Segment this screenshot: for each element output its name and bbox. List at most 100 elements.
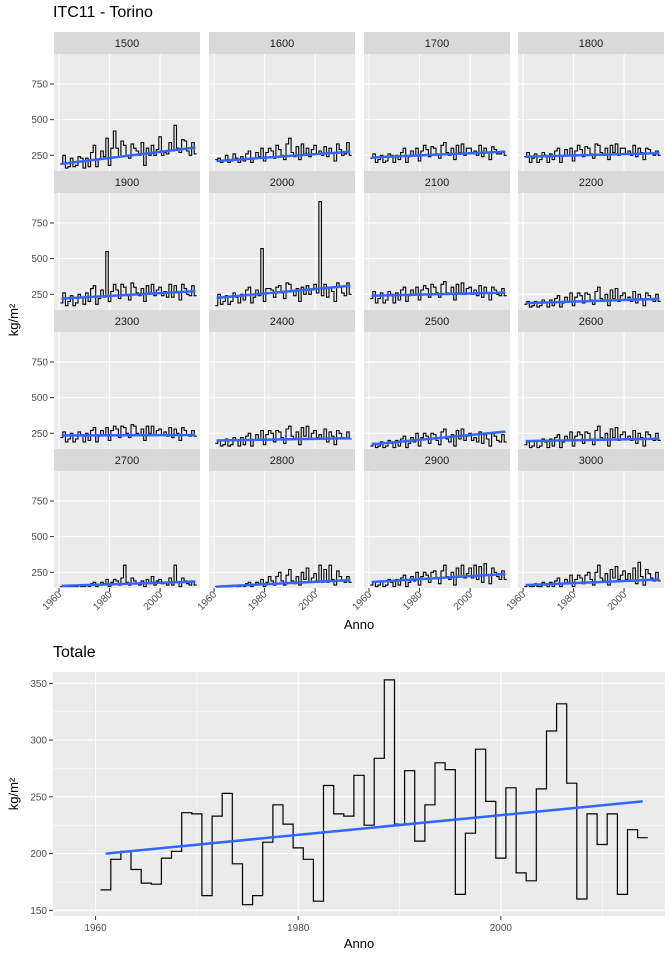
trend-line (216, 437, 351, 442)
facet-strip-label: 3000 (579, 455, 603, 467)
facet-strip-label: 1800 (579, 38, 603, 50)
x-tick-label: 1980 (246, 589, 270, 613)
trend-line (371, 291, 506, 297)
facet-strip-label: 1700 (425, 38, 449, 50)
trend-line (525, 437, 660, 443)
series-step-line (524, 425, 661, 449)
facet-strip (364, 171, 510, 193)
y-tick-label: 750 (31, 79, 48, 90)
facet-strip-label: 1600 (270, 38, 294, 50)
facet-strip (209, 32, 355, 54)
trend-line (61, 289, 196, 300)
series-step-line (370, 563, 507, 588)
trend-line (61, 580, 196, 588)
y-tick-label: 750 (31, 357, 48, 368)
y-tick-label: 500 (31, 393, 48, 404)
series-step-line (215, 201, 352, 307)
trend-line (525, 578, 660, 587)
x-tick-label: 2000 (490, 923, 513, 934)
x-tick-label: 1980 (91, 589, 115, 613)
facet-strip (364, 32, 510, 54)
facet-strip (54, 32, 200, 54)
facet-strip-label: 2000 (270, 177, 294, 189)
y-tick-label: 250 (31, 151, 48, 162)
facet-strip-label: 2600 (579, 316, 603, 328)
facet-strip-label: 2500 (425, 316, 449, 328)
y-tick-label: 250 (31, 290, 48, 301)
y-tick-label: 500 (31, 115, 48, 126)
facet-strip-label: 1900 (115, 177, 139, 189)
facet-strip-label: 2900 (425, 455, 449, 467)
trend-line (525, 297, 660, 305)
y-tick-label: 300 (30, 736, 47, 747)
trend-line (371, 572, 506, 584)
facet-panel (54, 332, 200, 449)
y-tick-label: 250 (31, 568, 48, 579)
facet-panel (518, 471, 664, 588)
facet-strip (209, 449, 355, 471)
x-tick-label: 1960 (84, 923, 107, 934)
facet-panel (364, 471, 510, 588)
facet-strip-label: 2400 (270, 316, 294, 328)
x-tick-label: 1960 (41, 589, 65, 613)
total-step-line (100, 679, 648, 906)
facet-panel (518, 332, 664, 449)
y-tick-label: 750 (31, 496, 48, 507)
x-tick-label: 1980 (401, 589, 425, 613)
x-tick-label: 2000 (297, 589, 321, 613)
trend-line (371, 150, 506, 159)
total-x-axis-title: Anno (344, 936, 374, 951)
total-y-axis-title: kg/m² (6, 777, 21, 810)
facet-y-axis-title: kg/m² (6, 303, 21, 336)
y-tick-label: 500 (31, 254, 48, 265)
facet-strip-label: 2300 (115, 316, 139, 328)
facet-strip (209, 171, 355, 193)
faceted-chart-title: ITC11 - Torino (53, 4, 153, 21)
trend-line (371, 430, 506, 446)
x-tick-label: 2000 (452, 589, 476, 613)
series-step-line (60, 250, 197, 307)
y-tick-label: 350 (30, 679, 47, 690)
y-tick-label: 250 (30, 792, 47, 803)
facet-strip (518, 310, 664, 332)
total-chart-title: Totale (53, 644, 96, 661)
facet-x-axis-title: Anno (344, 617, 374, 632)
facet-panel (518, 54, 664, 171)
facet-strip (209, 310, 355, 332)
facet-strip-label: 2100 (425, 177, 449, 189)
trend-line (216, 284, 351, 300)
facet-strip (364, 310, 510, 332)
x-tick-label: 2000 (606, 589, 630, 613)
total-panel (53, 672, 665, 916)
x-tick-label: 1960 (505, 589, 529, 613)
facet-strip-label: 2800 (270, 455, 294, 467)
y-tick-label: 250 (31, 429, 48, 440)
facet-panel (209, 193, 355, 310)
y-tick-label: 500 (31, 532, 48, 543)
facet-panel (54, 193, 200, 310)
facet-strip (518, 32, 664, 54)
facet-strip (54, 171, 200, 193)
facet-panel (209, 332, 355, 449)
facet-strip (54, 449, 200, 471)
facet-panel (54, 54, 200, 171)
trend-line (61, 146, 196, 166)
trend-line (525, 151, 660, 158)
facet-strip-label: 2700 (115, 455, 139, 467)
facet-strip (54, 310, 200, 332)
facet-strip-label: 1500 (115, 38, 139, 50)
x-tick-label: 1960 (351, 589, 375, 613)
y-tick-label: 200 (30, 849, 47, 860)
series-step-line (370, 428, 507, 449)
facet-panel (518, 193, 664, 310)
facet-panel (364, 193, 510, 310)
facet-panel (54, 471, 200, 588)
facet-strip (364, 449, 510, 471)
total-trend-line (105, 800, 643, 855)
x-tick-label: 2000 (142, 589, 166, 613)
facet-strip (518, 449, 664, 471)
y-tick-label: 150 (30, 906, 47, 917)
facet-strip (518, 171, 664, 193)
x-tick-label: 1980 (555, 589, 579, 613)
